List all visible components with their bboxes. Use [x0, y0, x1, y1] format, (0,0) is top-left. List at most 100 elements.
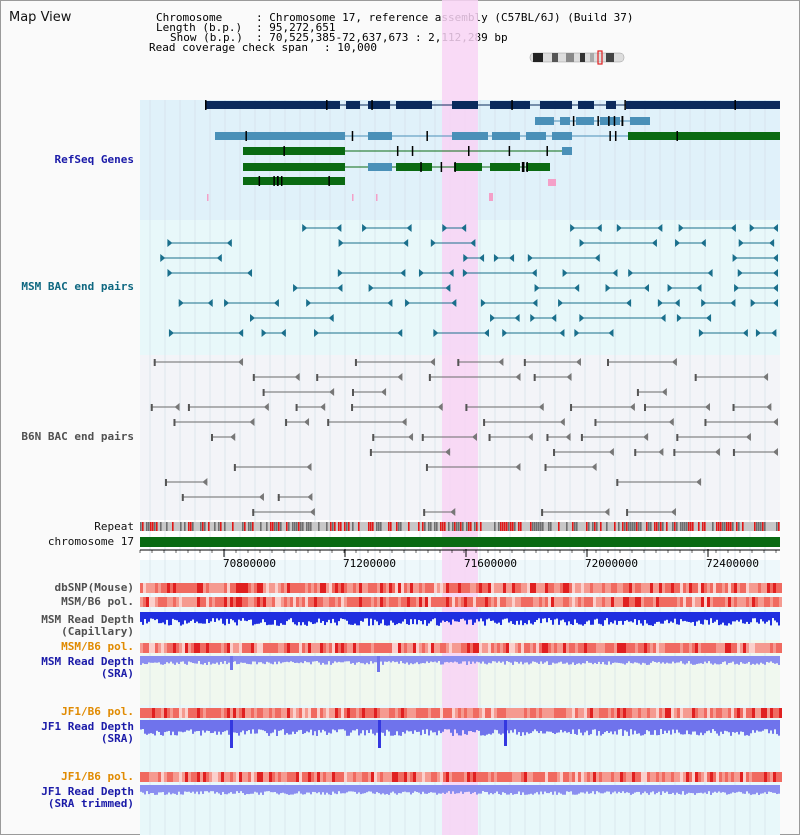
pol-cell — [491, 772, 494, 782]
bac-end — [749, 224, 755, 232]
b6n-bac-label[interactable]: B6N BAC end pairs — [21, 430, 134, 443]
depth-bar — [650, 720, 652, 735]
depth-bar — [402, 656, 404, 664]
refseq-label[interactable]: RefSeq Genes — [54, 153, 134, 166]
depth-bar — [152, 720, 154, 734]
repeat-mark — [666, 522, 668, 531]
gene-tick — [676, 131, 678, 141]
bac-end — [608, 448, 614, 456]
pol-cell — [626, 772, 629, 782]
depth-bar — [570, 612, 572, 625]
depth-bar — [262, 785, 264, 795]
pol-cell — [773, 643, 776, 653]
pol-cell — [164, 708, 167, 718]
depth-bar — [362, 656, 364, 664]
bac-end — [732, 449, 735, 456]
pol-cell — [773, 583, 776, 593]
pol-cell — [443, 597, 446, 607]
pol-cell — [170, 583, 173, 593]
bac-end — [369, 449, 372, 456]
pol-cell — [614, 583, 617, 593]
depth-bar — [616, 656, 618, 663]
pol-cell — [194, 772, 197, 782]
pol-cell — [149, 772, 152, 782]
gene-tick — [276, 176, 279, 186]
depth-bar — [594, 785, 596, 795]
pol-cell — [515, 597, 518, 607]
depth-bar — [748, 612, 750, 624]
depth-bar — [626, 612, 628, 621]
depth-bar — [540, 612, 542, 624]
pol-cell — [527, 597, 530, 607]
pol-cell — [260, 772, 263, 782]
pol-cell — [263, 597, 266, 607]
bac-end — [594, 254, 600, 262]
depth-bar — [534, 656, 536, 662]
pol-cell — [380, 597, 383, 607]
pol-cell — [695, 597, 698, 607]
depth-bar — [308, 785, 310, 793]
depth-bar — [228, 785, 230, 794]
pol-cell — [572, 583, 575, 593]
depth-bar — [754, 612, 756, 619]
pol-cell — [203, 583, 206, 593]
pol-cell — [419, 772, 422, 782]
depth-bar — [412, 656, 414, 665]
depth-bar — [602, 785, 604, 794]
pol-cell — [431, 708, 434, 718]
repeat-mark — [448, 522, 450, 531]
pol-cell — [200, 643, 203, 653]
depth-bar — [634, 612, 636, 620]
depth-bar — [202, 785, 204, 794]
depth-bar — [180, 656, 182, 662]
depth-bar — [716, 785, 718, 793]
depth-bar — [190, 785, 192, 793]
repeat-mark — [352, 522, 354, 531]
depth-bar — [758, 656, 760, 665]
gene-tick — [258, 176, 261, 186]
depth-bar — [236, 612, 238, 626]
pol-cell — [494, 772, 497, 782]
depth-bar — [512, 785, 514, 795]
pol-cell — [155, 583, 158, 593]
pol-cell — [446, 772, 449, 782]
depth-bar — [666, 785, 668, 792]
depth-bar — [524, 720, 526, 736]
pol-cell — [242, 583, 245, 593]
repeat-mark — [776, 522, 778, 531]
depth-bar — [592, 612, 594, 625]
depth-bar — [766, 785, 768, 794]
depth-bar — [456, 656, 458, 663]
pol-cell — [350, 597, 353, 607]
depth-bar — [174, 720, 176, 736]
depth-bar — [566, 656, 568, 663]
pol-cell — [650, 643, 653, 653]
pol-cell — [434, 597, 437, 607]
depth-bar — [360, 785, 362, 795]
pol-cell — [554, 583, 557, 593]
bac-end — [381, 388, 387, 396]
depth-bar — [364, 656, 366, 665]
pol-cell — [293, 583, 296, 593]
depth-bar — [676, 720, 678, 730]
msm-bac-label[interactable]: MSM BAC end pairs — [21, 280, 134, 293]
pol-cell — [632, 597, 635, 607]
pol-cell — [545, 597, 548, 607]
depth-bar — [646, 656, 648, 665]
depth-bar — [662, 656, 664, 663]
pol-cell — [194, 708, 197, 718]
pol-cell — [212, 643, 215, 653]
depth-bar — [312, 656, 314, 662]
gene-tick — [511, 100, 513, 110]
pol-cell — [197, 708, 200, 718]
pol-cell — [542, 597, 545, 607]
pol-cell — [362, 772, 365, 782]
depth-bar — [390, 720, 392, 736]
pol-cell — [395, 643, 398, 653]
depth-bar — [210, 785, 212, 792]
depth-bar — [198, 720, 200, 732]
bac-end — [463, 254, 469, 262]
repeat-mark — [624, 522, 626, 531]
pol-cell — [392, 583, 395, 593]
